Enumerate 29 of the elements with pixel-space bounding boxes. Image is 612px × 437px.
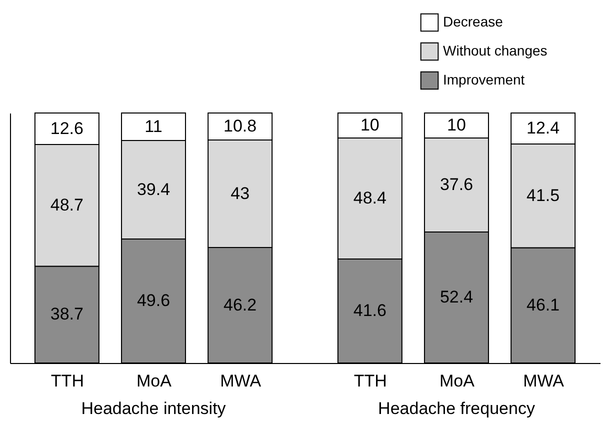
text: Headache intensity	[81, 399, 226, 418]
data-label: 48.4	[353, 188, 386, 208]
data-label: 46.2	[224, 295, 257, 314]
data-label: 39.4	[136, 180, 170, 199]
data-label: 41.6	[353, 301, 386, 320]
data-label: 10	[447, 116, 466, 134]
x-tick-label: TTH	[50, 372, 84, 390]
data-label: 12.4	[526, 118, 560, 138]
legend-label: Without changes	[443, 42, 548, 58]
x-tick-label: TTH	[354, 372, 387, 390]
data-label: 48.7	[50, 195, 84, 214]
text: Headache frequency	[378, 399, 536, 418]
legend-label: Improvement	[443, 72, 525, 88]
data-label: 38.7	[50, 304, 84, 324]
data-label: 11	[144, 116, 162, 136]
x-tick-label: MWA	[220, 372, 262, 390]
data-label: 52.4	[440, 288, 474, 306]
data-label: 37.6	[440, 175, 474, 194]
data-label: 12.6	[50, 118, 84, 138]
data-label: 43	[230, 184, 250, 203]
x-tick-label: MWA	[523, 372, 565, 390]
data-label: 41.5	[526, 186, 560, 205]
x-tick-label: MoA	[440, 372, 476, 390]
data-label: 10.8	[224, 116, 257, 136]
data-label: 46.1	[526, 295, 560, 314]
data-label: 10	[360, 116, 380, 134]
data-label: 49.6	[136, 291, 170, 310]
x-tick-label: MoA	[136, 372, 172, 390]
legend-label: Decrease	[443, 14, 504, 30]
